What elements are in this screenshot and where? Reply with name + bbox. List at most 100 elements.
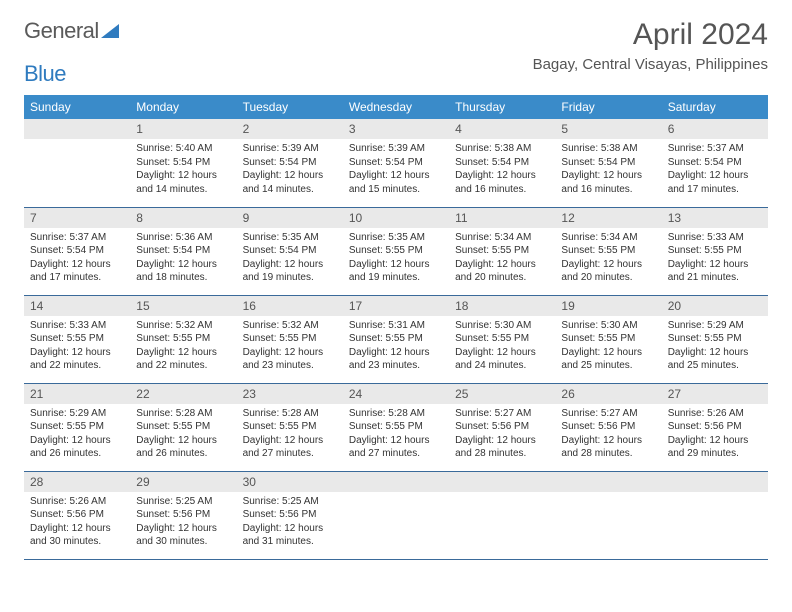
cell-body bbox=[343, 492, 449, 542]
day-number: 26 bbox=[555, 384, 661, 404]
calendar-cell bbox=[449, 471, 555, 559]
logo-word1: General bbox=[24, 18, 99, 44]
cell-body: Sunrise: 5:26 AMSunset: 5:56 PMDaylight:… bbox=[24, 492, 130, 553]
day-number: 3 bbox=[343, 119, 449, 139]
cell-body bbox=[24, 139, 130, 189]
day-number: 9 bbox=[237, 208, 343, 228]
cell-body: Sunrise: 5:38 AMSunset: 5:54 PMDaylight:… bbox=[555, 139, 661, 200]
day-number bbox=[24, 119, 130, 139]
calendar-cell: 30Sunrise: 5:25 AMSunset: 5:56 PMDayligh… bbox=[237, 471, 343, 559]
calendar-cell: 10Sunrise: 5:35 AMSunset: 5:55 PMDayligh… bbox=[343, 207, 449, 295]
calendar-week-row: 14Sunrise: 5:33 AMSunset: 5:55 PMDayligh… bbox=[24, 295, 768, 383]
calendar-cell: 12Sunrise: 5:34 AMSunset: 5:55 PMDayligh… bbox=[555, 207, 661, 295]
calendar-week-row: 7Sunrise: 5:37 AMSunset: 5:54 PMDaylight… bbox=[24, 207, 768, 295]
cell-body: Sunrise: 5:37 AMSunset: 5:54 PMDaylight:… bbox=[24, 228, 130, 289]
calendar-week-row: 28Sunrise: 5:26 AMSunset: 5:56 PMDayligh… bbox=[24, 471, 768, 559]
cell-body: Sunrise: 5:32 AMSunset: 5:55 PMDaylight:… bbox=[237, 316, 343, 377]
calendar-cell: 21Sunrise: 5:29 AMSunset: 5:55 PMDayligh… bbox=[24, 383, 130, 471]
calendar-table: SundayMondayTuesdayWednesdayThursdayFrid… bbox=[24, 95, 768, 560]
day-number: 2 bbox=[237, 119, 343, 139]
calendar-cell: 29Sunrise: 5:25 AMSunset: 5:56 PMDayligh… bbox=[130, 471, 236, 559]
day-number: 28 bbox=[24, 472, 130, 492]
cell-body: Sunrise: 5:34 AMSunset: 5:55 PMDaylight:… bbox=[555, 228, 661, 289]
calendar-cell: 4Sunrise: 5:38 AMSunset: 5:54 PMDaylight… bbox=[449, 119, 555, 207]
day-number: 25 bbox=[449, 384, 555, 404]
day-number: 22 bbox=[130, 384, 236, 404]
calendar-cell: 27Sunrise: 5:26 AMSunset: 5:56 PMDayligh… bbox=[662, 383, 768, 471]
cell-body: Sunrise: 5:28 AMSunset: 5:55 PMDaylight:… bbox=[343, 404, 449, 465]
calendar-cell: 25Sunrise: 5:27 AMSunset: 5:56 PMDayligh… bbox=[449, 383, 555, 471]
cell-body: Sunrise: 5:29 AMSunset: 5:55 PMDaylight:… bbox=[662, 316, 768, 377]
day-number: 4 bbox=[449, 119, 555, 139]
weekday-header: Saturday bbox=[662, 95, 768, 119]
day-number: 7 bbox=[24, 208, 130, 228]
calendar-cell: 1Sunrise: 5:40 AMSunset: 5:54 PMDaylight… bbox=[130, 119, 236, 207]
calendar-cell: 20Sunrise: 5:29 AMSunset: 5:55 PMDayligh… bbox=[662, 295, 768, 383]
cell-body: Sunrise: 5:26 AMSunset: 5:56 PMDaylight:… bbox=[662, 404, 768, 465]
cell-body: Sunrise: 5:28 AMSunset: 5:55 PMDaylight:… bbox=[237, 404, 343, 465]
day-number: 11 bbox=[449, 208, 555, 228]
cell-body: Sunrise: 5:34 AMSunset: 5:55 PMDaylight:… bbox=[449, 228, 555, 289]
calendar-cell: 22Sunrise: 5:28 AMSunset: 5:55 PMDayligh… bbox=[130, 383, 236, 471]
day-number: 10 bbox=[343, 208, 449, 228]
logo-word2: Blue bbox=[24, 61, 66, 87]
cell-body: Sunrise: 5:30 AMSunset: 5:55 PMDaylight:… bbox=[555, 316, 661, 377]
weekday-header-row: SundayMondayTuesdayWednesdayThursdayFrid… bbox=[24, 95, 768, 119]
cell-body: Sunrise: 5:28 AMSunset: 5:55 PMDaylight:… bbox=[130, 404, 236, 465]
calendar-cell bbox=[24, 119, 130, 207]
cell-body: Sunrise: 5:36 AMSunset: 5:54 PMDaylight:… bbox=[130, 228, 236, 289]
calendar-cell: 3Sunrise: 5:39 AMSunset: 5:54 PMDaylight… bbox=[343, 119, 449, 207]
cell-body: Sunrise: 5:27 AMSunset: 5:56 PMDaylight:… bbox=[449, 404, 555, 465]
day-number: 5 bbox=[555, 119, 661, 139]
calendar-cell: 14Sunrise: 5:33 AMSunset: 5:55 PMDayligh… bbox=[24, 295, 130, 383]
day-number: 23 bbox=[237, 384, 343, 404]
day-number: 27 bbox=[662, 384, 768, 404]
cell-body: Sunrise: 5:40 AMSunset: 5:54 PMDaylight:… bbox=[130, 139, 236, 200]
calendar-cell bbox=[343, 471, 449, 559]
calendar-cell: 5Sunrise: 5:38 AMSunset: 5:54 PMDaylight… bbox=[555, 119, 661, 207]
cell-body: Sunrise: 5:25 AMSunset: 5:56 PMDaylight:… bbox=[130, 492, 236, 553]
day-number: 6 bbox=[662, 119, 768, 139]
location: Bagay, Central Visayas, Philippines bbox=[533, 56, 768, 73]
calendar-cell: 2Sunrise: 5:39 AMSunset: 5:54 PMDaylight… bbox=[237, 119, 343, 207]
calendar-cell: 23Sunrise: 5:28 AMSunset: 5:55 PMDayligh… bbox=[237, 383, 343, 471]
logo-triangle-icon bbox=[101, 18, 119, 44]
day-number: 14 bbox=[24, 296, 130, 316]
calendar-week-row: 21Sunrise: 5:29 AMSunset: 5:55 PMDayligh… bbox=[24, 383, 768, 471]
weekday-header: Wednesday bbox=[343, 95, 449, 119]
day-number: 19 bbox=[555, 296, 661, 316]
calendar-cell: 19Sunrise: 5:30 AMSunset: 5:55 PMDayligh… bbox=[555, 295, 661, 383]
day-number: 29 bbox=[130, 472, 236, 492]
calendar-cell: 9Sunrise: 5:35 AMSunset: 5:54 PMDaylight… bbox=[237, 207, 343, 295]
day-number: 20 bbox=[662, 296, 768, 316]
calendar-cell bbox=[662, 471, 768, 559]
cell-body bbox=[555, 492, 661, 542]
weekday-header: Tuesday bbox=[237, 95, 343, 119]
weekday-header: Friday bbox=[555, 95, 661, 119]
weekday-header: Sunday bbox=[24, 95, 130, 119]
calendar-cell: 13Sunrise: 5:33 AMSunset: 5:55 PMDayligh… bbox=[662, 207, 768, 295]
day-number: 13 bbox=[662, 208, 768, 228]
day-number: 8 bbox=[130, 208, 236, 228]
calendar-cell: 26Sunrise: 5:27 AMSunset: 5:56 PMDayligh… bbox=[555, 383, 661, 471]
cell-body: Sunrise: 5:32 AMSunset: 5:55 PMDaylight:… bbox=[130, 316, 236, 377]
title-block: April 2024 Bagay, Central Visayas, Phili… bbox=[533, 18, 768, 73]
calendar-cell: 16Sunrise: 5:32 AMSunset: 5:55 PMDayligh… bbox=[237, 295, 343, 383]
cell-body: Sunrise: 5:27 AMSunset: 5:56 PMDaylight:… bbox=[555, 404, 661, 465]
cell-body: Sunrise: 5:37 AMSunset: 5:54 PMDaylight:… bbox=[662, 139, 768, 200]
calendar-body: 1Sunrise: 5:40 AMSunset: 5:54 PMDaylight… bbox=[24, 119, 768, 559]
day-number: 17 bbox=[343, 296, 449, 316]
calendar-cell: 17Sunrise: 5:31 AMSunset: 5:55 PMDayligh… bbox=[343, 295, 449, 383]
calendar-cell: 6Sunrise: 5:37 AMSunset: 5:54 PMDaylight… bbox=[662, 119, 768, 207]
day-number bbox=[555, 472, 661, 492]
calendar-cell: 28Sunrise: 5:26 AMSunset: 5:56 PMDayligh… bbox=[24, 471, 130, 559]
day-number bbox=[662, 472, 768, 492]
month-title: April 2024 bbox=[533, 18, 768, 52]
day-number: 12 bbox=[555, 208, 661, 228]
cell-body: Sunrise: 5:33 AMSunset: 5:55 PMDaylight:… bbox=[662, 228, 768, 289]
cell-body: Sunrise: 5:35 AMSunset: 5:55 PMDaylight:… bbox=[343, 228, 449, 289]
cell-body: Sunrise: 5:29 AMSunset: 5:55 PMDaylight:… bbox=[24, 404, 130, 465]
calendar-cell: 8Sunrise: 5:36 AMSunset: 5:54 PMDaylight… bbox=[130, 207, 236, 295]
calendar-week-row: 1Sunrise: 5:40 AMSunset: 5:54 PMDaylight… bbox=[24, 119, 768, 207]
cell-body bbox=[449, 492, 555, 542]
